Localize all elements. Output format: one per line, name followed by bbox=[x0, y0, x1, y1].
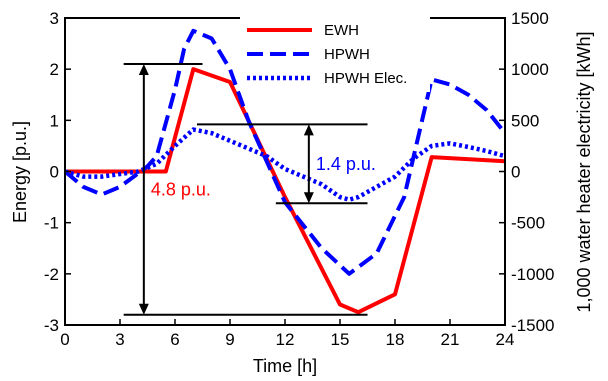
x-tick-label: 18 bbox=[386, 330, 405, 349]
y-axis-title: Energy [p.u.] bbox=[10, 121, 30, 223]
y-tick-label: 1 bbox=[50, 111, 59, 130]
x-tick-label: 6 bbox=[170, 330, 179, 349]
y-tick-label: 0 bbox=[50, 163, 59, 182]
x-tick-label: 15 bbox=[331, 330, 350, 349]
y2-tick-label: -1500 bbox=[511, 316, 554, 335]
y-tick-label: -2 bbox=[44, 265, 59, 284]
y-axis-right: -1500 -1000 -500 0 500 1000 1500 bbox=[499, 9, 554, 335]
arrow-down-icon bbox=[138, 303, 149, 315]
x-tick-label: 21 bbox=[441, 330, 460, 349]
y-tick-label: -3 bbox=[44, 316, 59, 335]
y2-axis-title: 1,000 water heater electricity [kWh] bbox=[574, 31, 594, 312]
y-tick-label: 2 bbox=[50, 60, 59, 79]
series-line-hpwh bbox=[63, 28, 507, 276]
series-layer bbox=[63, 28, 507, 315]
legend-label: HPWH Elec. bbox=[324, 70, 407, 87]
legend: EWH HPWH HPWH Elec. bbox=[240, 16, 430, 92]
x-axis-title: Time [h] bbox=[253, 356, 317, 376]
x-axis: 0 3 6 9 12 15 18 21 24 bbox=[60, 319, 514, 349]
legend-label: EWH bbox=[324, 22, 359, 39]
x-tick-label: 3 bbox=[115, 330, 124, 349]
y-axis-left: -3 -2 -1 0 1 2 3 bbox=[44, 9, 71, 335]
arrow-down-icon bbox=[303, 192, 314, 204]
x-tick-label: 0 bbox=[60, 330, 69, 349]
y-tick-label: -1 bbox=[44, 214, 59, 233]
y2-tick-label: 1500 bbox=[511, 9, 549, 28]
annotation-label: 4.8 p.u. bbox=[151, 179, 211, 199]
x-tick-label: 24 bbox=[496, 330, 515, 349]
arrow-up-icon bbox=[303, 124, 314, 136]
y2-tick-label: 0 bbox=[511, 163, 520, 182]
legend-label: HPWH bbox=[324, 46, 370, 63]
y2-tick-label: 1000 bbox=[511, 60, 549, 79]
x-tick-label: 9 bbox=[225, 330, 234, 349]
annotation-label: 1.4 p.u. bbox=[316, 154, 376, 174]
y-tick-label: 3 bbox=[50, 9, 59, 28]
y2-tick-label: 500 bbox=[511, 111, 539, 130]
annotation-layer: 4.8 p.u. 1.4 p.u. bbox=[123, 63, 376, 316]
series-line-ewh bbox=[65, 67, 506, 315]
y2-tick-label: -1000 bbox=[511, 265, 554, 284]
arrow-up-icon bbox=[138, 64, 149, 76]
x-tick-label: 12 bbox=[276, 330, 295, 349]
y2-tick-label: -500 bbox=[511, 214, 545, 233]
